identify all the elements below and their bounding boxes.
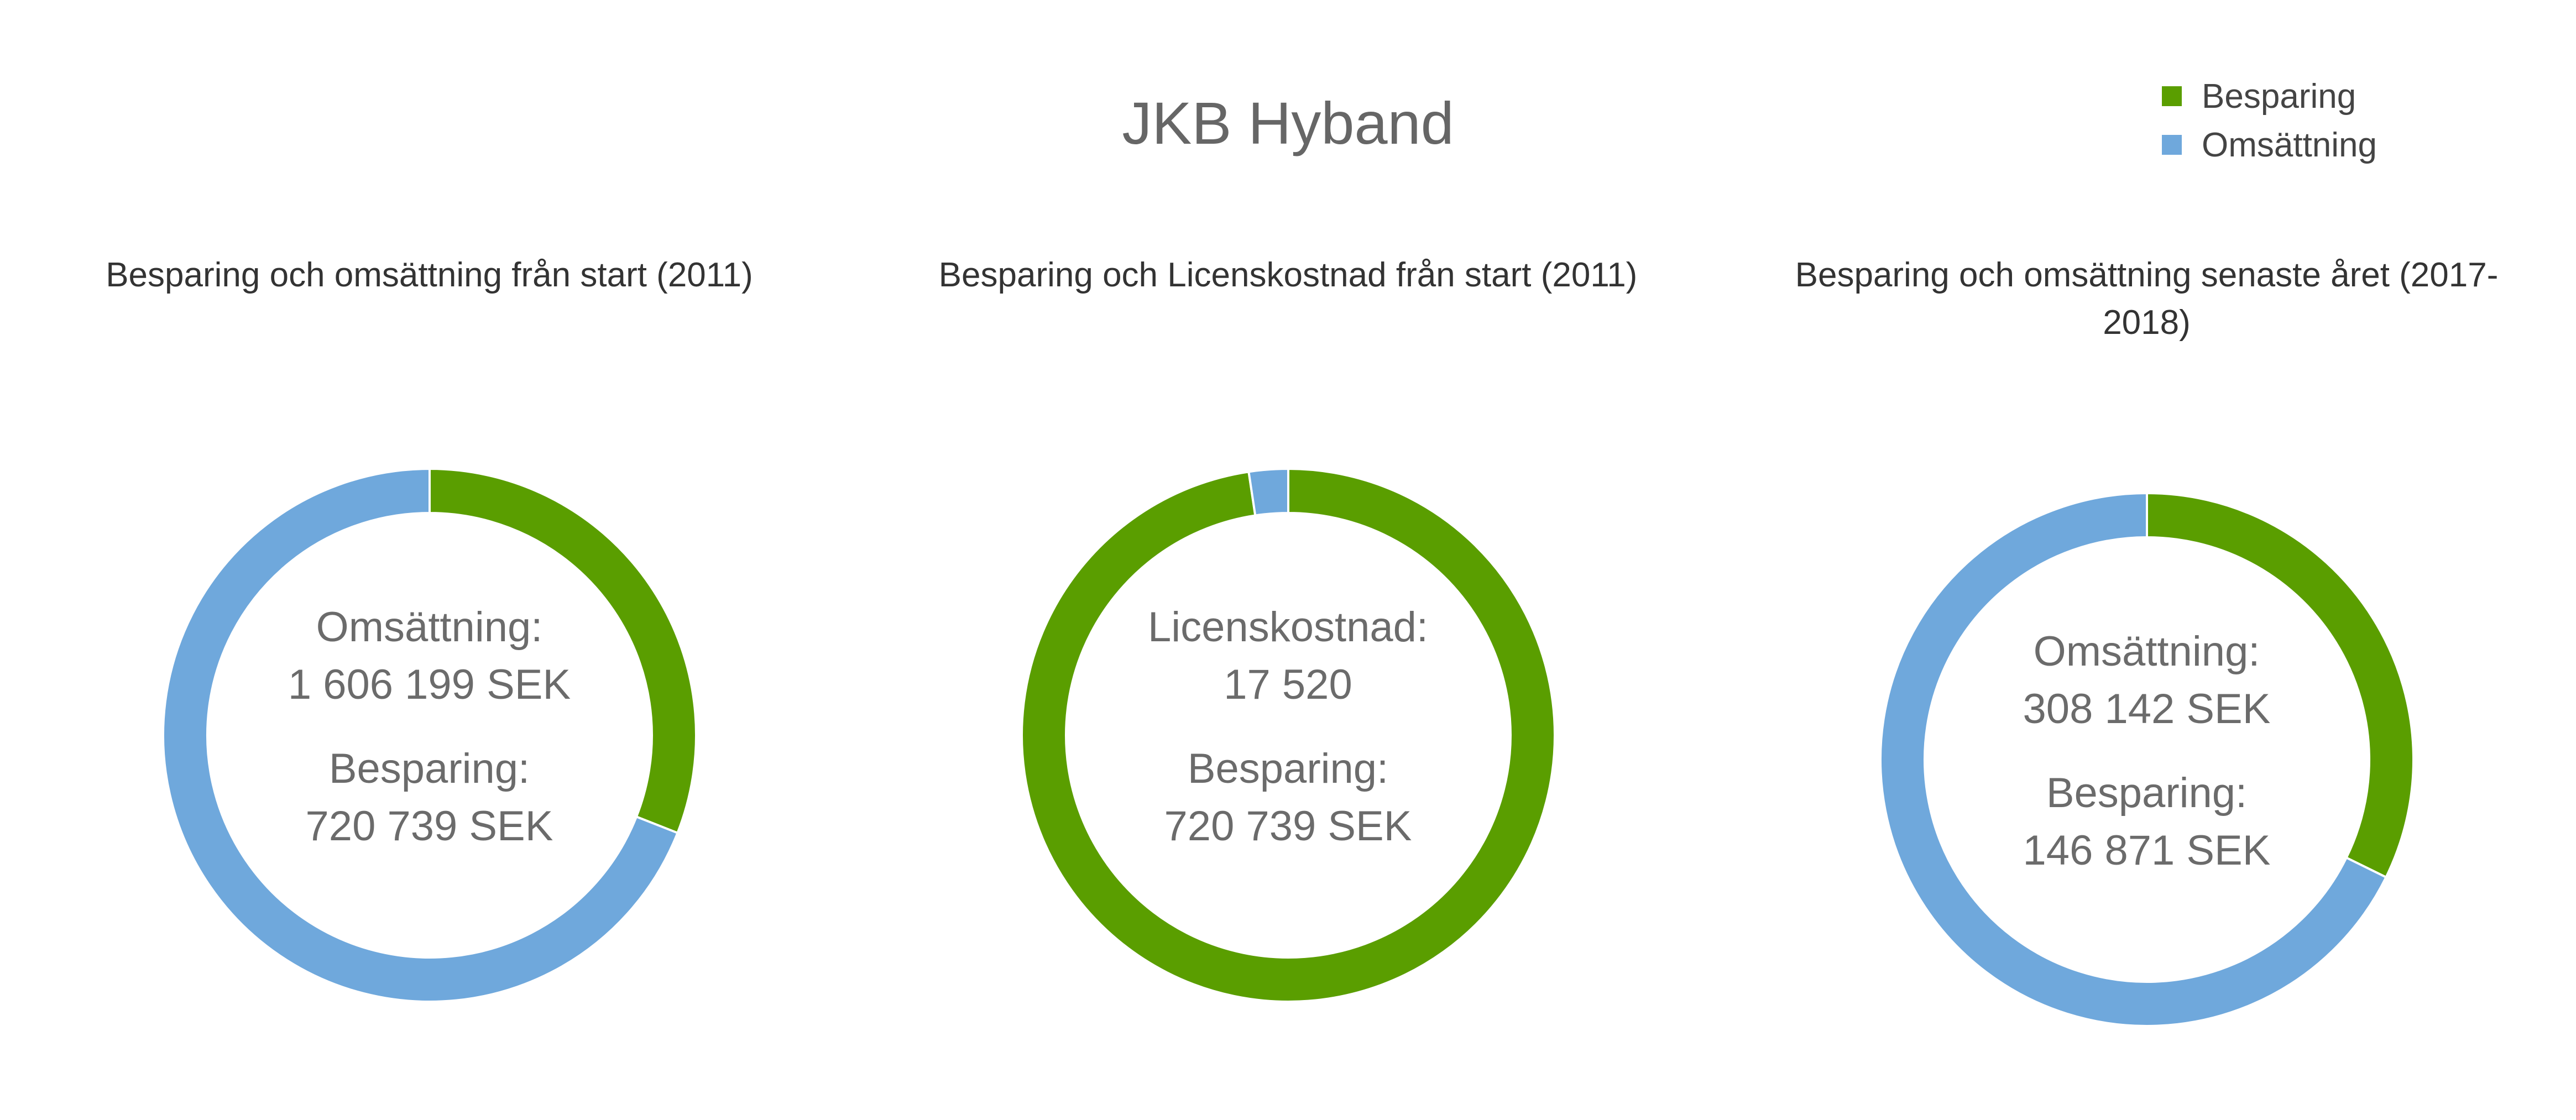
donut-center-text-1: Omsättning: 1 606 199 SEK Besparing: 720… (0, 599, 859, 855)
chart-title: JKB Hyband (1122, 90, 1454, 156)
legend: Besparing Omsättning (2162, 72, 2377, 169)
legend-swatch-besparing (2162, 86, 2182, 106)
center-value-besparing: 720 739 SEK (305, 803, 553, 850)
donut-center-text-2: Licenskostnad: 17 520 Besparing: 720 739… (859, 599, 1717, 855)
panel-title: Besparing och Licenskostnad från start (… (938, 256, 1638, 294)
donut-slice-besparing[interactable] (2145, 491, 2415, 879)
center-label-besparing: Besparing: (1187, 745, 1389, 792)
center-value-besparing: 720 739 SEK (1164, 803, 1412, 850)
legend-label-besparing: Besparing (2202, 77, 2356, 116)
donut-slice-licenskostnad[interactable] (1247, 467, 1289, 517)
donut-center-text-3: Omsättning: 308 142 SEK Besparing: 146 8… (1717, 623, 2576, 880)
legend-item-besparing[interactable]: Besparing (2162, 72, 2377, 121)
donut-slice-oms-ttning[interactable] (1879, 491, 2387, 1027)
donut-slice-besparing[interactable] (428, 467, 697, 835)
donut-svg (1879, 491, 2415, 1027)
legend-swatch-omsattning (2162, 135, 2182, 155)
donut-slice-oms-ttning[interactable] (161, 467, 679, 1003)
panel-title: Besparing och omsättning senaste året (2… (1795, 256, 2499, 342)
donut-chart-2 (859, 464, 1717, 1006)
center-label-omsattning: Omsättning: (2033, 628, 2260, 675)
center-value-besparing: 146 871 SEK (2023, 827, 2271, 874)
donut-svg (1020, 467, 1556, 1003)
panel-title: Besparing och omsättning från start (201… (106, 256, 753, 294)
center-value-licenskostnad: 17 520 (1224, 661, 1352, 708)
legend-label-omsattning: Omsättning (2202, 125, 2378, 164)
donut-chart-3 (1717, 489, 2576, 1030)
donut-panel-2: Besparing och Licenskostnad från start (… (859, 252, 1717, 299)
center-label-licenskostnad: Licenskostnad: (1148, 604, 1428, 651)
center-label-omsattning: Omsättning: (316, 604, 543, 651)
donut-panel-1: Besparing och omsättning från start (201… (0, 252, 859, 299)
legend-item-omsattning[interactable]: Omsättning (2162, 121, 2377, 169)
donut-svg (161, 467, 697, 1003)
donut-slice-besparing[interactable] (1020, 467, 1556, 1003)
donut-chart-1 (0, 464, 859, 1006)
center-value-omsattning: 1 606 199 SEK (288, 661, 571, 708)
center-label-besparing: Besparing: (2046, 770, 2248, 817)
center-value-omsattning: 308 142 SEK (2023, 685, 2271, 732)
donut-panel-3: Besparing och omsättning senaste året (2… (1717, 252, 2576, 347)
center-label-besparing: Besparing: (328, 745, 530, 792)
